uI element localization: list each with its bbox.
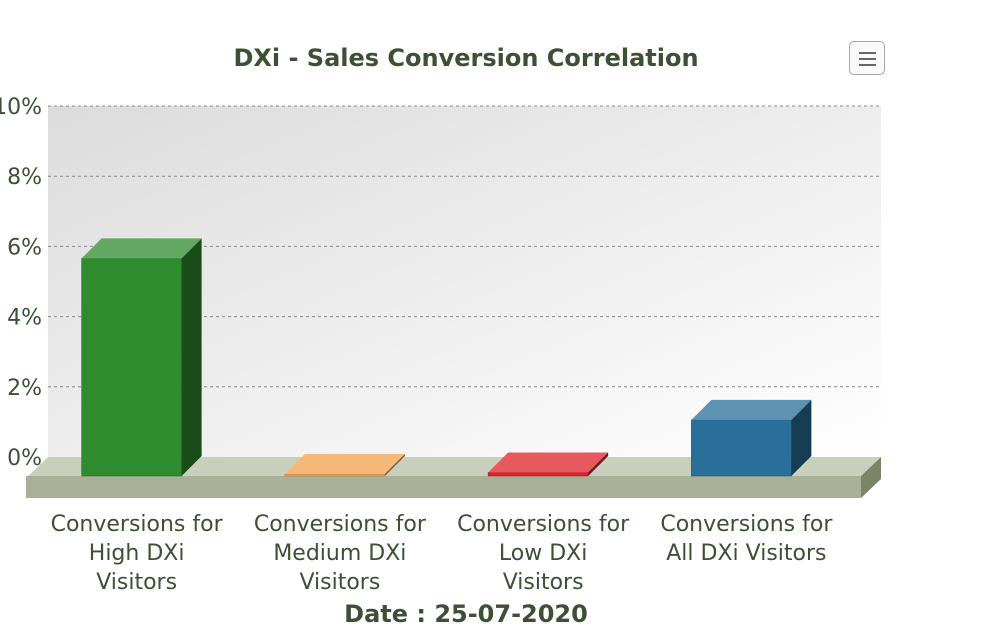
x-category-label: All DXi Visitors	[666, 541, 826, 566]
chart-floor-side	[861, 457, 881, 498]
bar	[487, 452, 609, 477]
x-category-label: Conversions for	[660, 512, 833, 537]
bar-front	[81, 258, 182, 477]
x-category-label: Visitors	[299, 570, 380, 595]
y-tick-label: 8%	[7, 165, 42, 190]
x-category-label: Conversions for	[51, 512, 224, 537]
x-category-label: Conversions for	[457, 512, 630, 537]
y-tick-label: 6%	[7, 235, 42, 260]
x-category-label: Visitors	[96, 570, 177, 595]
date-label: Date : 25-07-2020	[344, 600, 588, 628]
hamburger-menu-icon	[859, 58, 876, 60]
bar-front	[284, 473, 386, 477]
bar-top	[284, 454, 405, 474]
x-category-label: Low DXi	[499, 541, 587, 566]
hamburger-menu-icon	[859, 64, 876, 66]
hamburger-menu-icon	[859, 52, 876, 54]
bar	[691, 399, 812, 477]
x-category-label: Conversions for	[254, 512, 427, 537]
bar-side	[181, 238, 202, 476]
bar-side	[588, 452, 609, 476]
x-category-label: Medium DXi	[273, 541, 406, 566]
bar-top	[488, 452, 609, 473]
chart-title: DXi - Sales Conversion Correlation	[233, 44, 699, 72]
y-tick-label: 2%	[7, 376, 42, 401]
bar-top	[81, 238, 202, 259]
bar	[284, 454, 405, 477]
bar	[81, 238, 202, 477]
bar-top	[691, 399, 812, 420]
chart-floor-front	[26, 476, 861, 498]
bar-side	[791, 399, 812, 476]
chart-menu-button[interactable]	[849, 41, 885, 75]
y-tick-label: 0%	[7, 446, 42, 471]
bar-front	[691, 419, 792, 477]
y-tick-label: 4%	[7, 306, 42, 331]
bar-front	[487, 472, 589, 477]
chart-floor-top	[28, 457, 881, 476]
x-category-label: High DXi	[89, 541, 185, 566]
x-category-label: Visitors	[503, 570, 584, 595]
bar-side	[384, 454, 405, 476]
y-tick-label: 10%	[0, 95, 42, 120]
